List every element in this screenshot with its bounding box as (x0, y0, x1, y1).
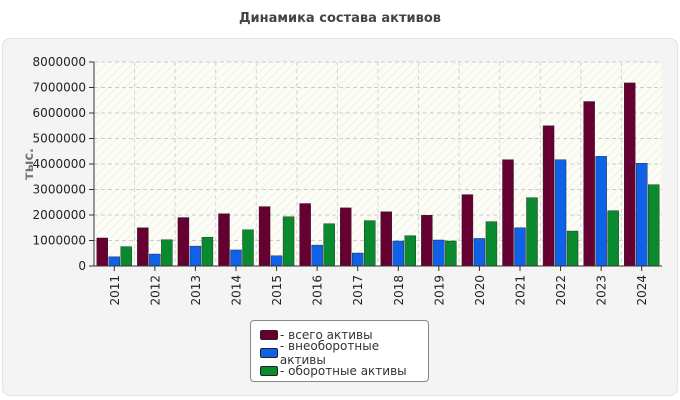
bar-total-2024 (624, 82, 636, 267)
x-tick-label: 2020 (473, 275, 487, 306)
bar-total-2011 (96, 237, 108, 267)
bar-noncurrent-2011 (108, 256, 120, 267)
bar-total-2021 (502, 159, 514, 267)
x-tick-label: 2011 (108, 275, 122, 306)
bar-total-2022 (542, 125, 555, 267)
x-tick-labels: 2011 2012 2013 2014 2015 2016 2017 2018 2019 2020… (108, 275, 649, 306)
bar-noncurrent-2019 (433, 239, 445, 267)
bar-current-2024 (648, 184, 660, 267)
x-tick-label: 2012 (148, 275, 162, 306)
bar-noncurrent-2013 (189, 245, 202, 267)
bar-current-2023 (607, 210, 619, 267)
bar-current-2018 (404, 235, 416, 267)
y-axis-label: тыс. (22, 148, 37, 180)
bar-total-2013 (177, 217, 190, 267)
bar-current-2011 (120, 246, 132, 267)
y-tick-label: 6000000 (33, 106, 86, 120)
bar-noncurrent-2024 (636, 163, 648, 267)
x-tick-label: 2018 (392, 275, 406, 306)
y-tick-label: 5000000 (33, 132, 86, 146)
y-tick-label: 2000000 (33, 208, 86, 222)
legend-swatch-total (260, 330, 278, 340)
x-tick-label: 2022 (554, 275, 568, 306)
x-tick-label: 2024 (635, 275, 649, 306)
bar-total-2014 (218, 213, 230, 267)
legend-label-total: - всего активы (280, 328, 373, 342)
bars (96, 82, 660, 267)
bar-noncurrent-2016 (311, 244, 323, 267)
x-tick-label: 2023 (595, 275, 609, 306)
legend-label-current: - оборотные активы (280, 364, 407, 378)
y-tick-labels: 0 1000000 2000000 3000000 4000000 5000000 6000… (33, 55, 86, 273)
bar-current-2015 (282, 216, 295, 267)
bar-current-2021 (526, 197, 538, 267)
x-tick-label: 2014 (230, 275, 244, 306)
bar-noncurrent-2023 (595, 156, 607, 267)
bar-noncurrent-2017 (352, 252, 364, 267)
x-tick-label: 2021 (514, 275, 528, 306)
y-tick-label: 8000000 (33, 55, 86, 69)
legend-item-noncurrent: - внеоборотные активы (260, 339, 428, 367)
x-tick-label: 2019 (432, 275, 446, 306)
bar-total-2019 (421, 215, 433, 267)
bar-noncurrent-2012 (149, 253, 161, 267)
bar-noncurrent-2021 (514, 227, 526, 267)
legend-swatch-current (260, 366, 278, 376)
bar-noncurrent-2018 (392, 240, 404, 267)
y-tick-label: 3000000 (33, 183, 86, 197)
x-tick-label: 2017 (351, 275, 365, 306)
axes (89, 61, 662, 271)
bar-noncurrent-2022 (554, 159, 567, 267)
bar-current-2013 (201, 236, 214, 267)
chart-title: Динамика состава активов (238, 11, 442, 26)
bar-current-2020 (485, 221, 498, 267)
bar-total-2016 (299, 203, 311, 267)
legend: - всего активы - внеоборотные активы - о… (250, 320, 429, 382)
legend-label-noncurrent: - внеоборотные активы (279, 339, 380, 367)
y-tick-label: 4000000 (33, 157, 86, 171)
legend-item-current: - оборотные активы (260, 362, 428, 380)
x-tick-label: 2016 (311, 275, 325, 306)
grid-lines (94, 61, 662, 266)
legend-swatch-noncurrent (260, 348, 278, 358)
bar-current-2022 (566, 230, 579, 267)
bar-current-2017 (364, 220, 376, 267)
bar-current-2016 (323, 223, 335, 267)
y-tick-label: 0 (78, 259, 86, 273)
bar-total-2020 (461, 194, 474, 267)
bar-noncurrent-2020 (473, 238, 486, 267)
bar-current-2019 (445, 240, 457, 267)
x-tick-label: 2015 (270, 275, 284, 306)
y-tick-label: 1000000 (33, 234, 86, 248)
bar-current-2014 (242, 229, 254, 267)
bar-total-2023 (583, 101, 595, 267)
y-tick-label: 7000000 (33, 81, 86, 95)
bar-total-2012 (137, 227, 149, 267)
bar-total-2015 (258, 206, 271, 267)
bar-total-2017 (340, 207, 352, 267)
bar-total-2018 (380, 211, 392, 267)
bar-noncurrent-2014 (230, 249, 242, 267)
bar-noncurrent-2015 (270, 255, 283, 267)
bar-current-2012 (161, 239, 173, 267)
x-tick-label: 2013 (189, 275, 203, 306)
legend-item-total: - всего активы (260, 326, 428, 344)
